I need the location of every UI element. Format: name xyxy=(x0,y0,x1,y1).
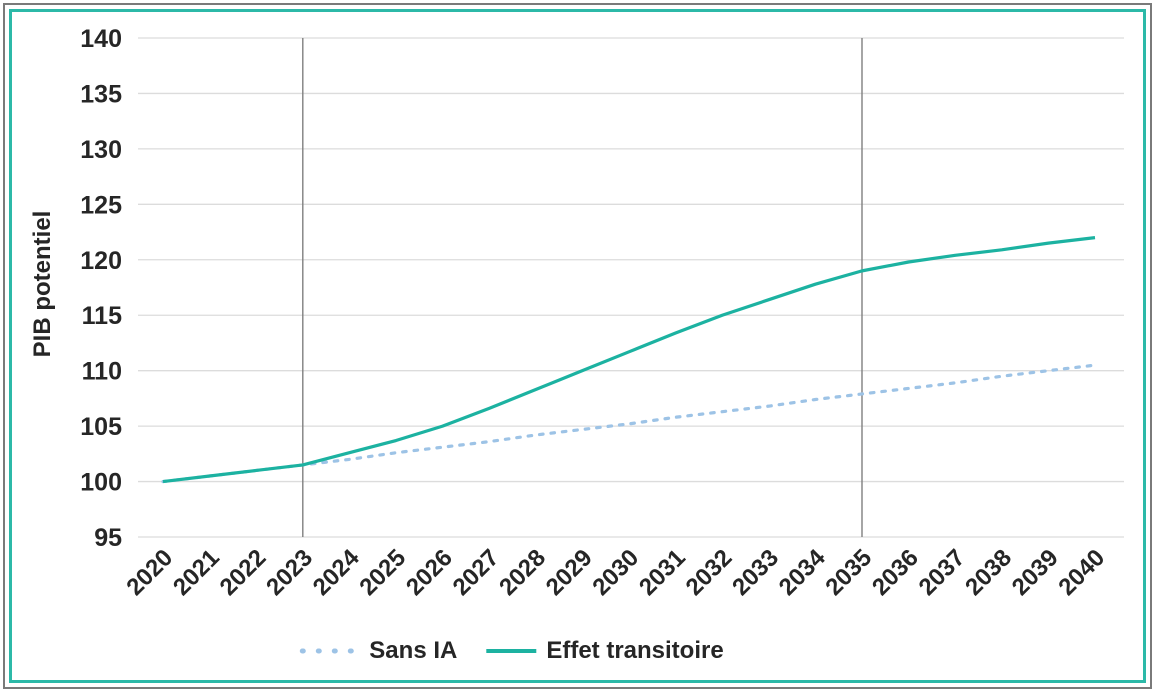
x-tick-label: 2040 xyxy=(1053,544,1110,601)
x-tick-label: 2026 xyxy=(401,544,458,601)
y-tick-label: 140 xyxy=(80,25,122,53)
x-tick-label: 2020 xyxy=(121,544,178,601)
x-tick-label: 2021 xyxy=(168,544,225,601)
dotted-line-swatch-icon xyxy=(299,648,359,654)
x-tick-label: 2032 xyxy=(681,544,738,601)
legend-item-sans-ia: Sans IA xyxy=(298,637,457,665)
y-tick-label: 95 xyxy=(94,524,122,552)
y-tick-label: 105 xyxy=(80,413,122,441)
legend-label-sans-ia: Sans IA xyxy=(369,637,458,664)
x-tick-label: 2036 xyxy=(867,544,924,601)
solid-line-swatch-icon xyxy=(486,649,537,653)
y-axis-title: PIB potentiel xyxy=(29,211,56,358)
x-tick-label: 2030 xyxy=(587,544,644,601)
series-line-sans-ia xyxy=(161,363,1097,484)
y-tick-label: 100 xyxy=(80,469,122,497)
y-tick-label: 135 xyxy=(80,80,122,108)
x-tick-label: 2028 xyxy=(494,544,551,601)
x-tick-label: 2038 xyxy=(960,544,1017,601)
x-tick-label: 2023 xyxy=(261,544,318,601)
legend-item-effet-transitoire: Effet transitoire xyxy=(485,637,724,665)
x-tick-label: 2027 xyxy=(448,544,505,601)
series-line-effet-transitoire xyxy=(162,236,1096,484)
x-tick-label: 2024 xyxy=(308,544,365,601)
x-tick-label: 2029 xyxy=(541,544,598,601)
chart-legend: Sans IA Effet transitoire xyxy=(298,637,724,665)
y-tick-label: 125 xyxy=(80,191,122,219)
legend-label-effet-transitoire: Effet transitoire xyxy=(546,637,724,664)
x-tick-label: 2034 xyxy=(774,544,831,601)
x-tick-label: 2022 xyxy=(215,544,272,601)
x-tick-label: 2035 xyxy=(820,544,877,601)
x-tick-label: 2039 xyxy=(1007,544,1064,601)
y-tick-label: 115 xyxy=(82,302,122,330)
y-tick-label: 130 xyxy=(80,136,122,164)
x-tick-label: 2037 xyxy=(914,544,971,601)
y-tick-label: 110 xyxy=(82,358,122,386)
y-tick-label: 120 xyxy=(80,247,122,275)
x-tick-label: 2025 xyxy=(354,544,411,601)
x-tick-label: 2031 xyxy=(634,544,691,601)
x-tick-label: 2033 xyxy=(727,544,784,601)
